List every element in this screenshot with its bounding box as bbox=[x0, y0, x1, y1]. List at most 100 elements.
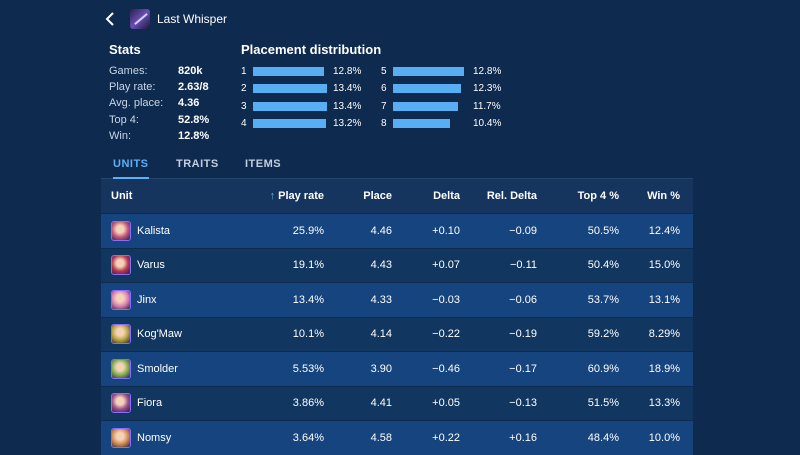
win-cell: 15.0% bbox=[648, 259, 680, 272]
placement-bar-track bbox=[393, 101, 467, 111]
rel-delta-cell: +0.16 bbox=[509, 431, 537, 444]
stat-value: 12.8% bbox=[178, 129, 210, 142]
column-header-play-rate[interactable]: ↑ Play rate bbox=[234, 190, 324, 202]
page-title: Last Whisper bbox=[157, 12, 228, 26]
stat-label: Play rate: bbox=[109, 81, 156, 94]
stat-value: 820k bbox=[178, 65, 203, 78]
unit-portrait-icon bbox=[111, 289, 131, 310]
distribution-row: 7 11.7% bbox=[381, 98, 521, 115]
column-header-win[interactable]: Win % bbox=[647, 190, 680, 202]
page-header: Last Whisper bbox=[100, 6, 227, 32]
placement-distribution: Placement distribution 1 12.8% 2 13.4% 3 13.4… bbox=[241, 42, 521, 132]
table-row[interactable]: Jinx 13.4% 4.33 −0.03 −0.06 53.7% 13.1% bbox=[101, 282, 693, 317]
placement-bar-track bbox=[393, 67, 467, 77]
table-row[interactable]: Fiora 3.86% 4.41 +0.05 −0.13 51.5% 13.3% bbox=[101, 385, 693, 420]
top4-cell: 53.7% bbox=[587, 293, 619, 306]
placement-bar-track bbox=[253, 119, 327, 129]
placement-bar bbox=[253, 67, 324, 77]
placement-number: 7 bbox=[381, 100, 387, 112]
column-header-rel-delta[interactable]: Rel. Delta bbox=[486, 190, 537, 202]
unit-name: Jinx bbox=[137, 293, 157, 306]
placement-percent: 12.8% bbox=[473, 66, 502, 78]
column-header-top4[interactable]: Top 4 % bbox=[577, 190, 619, 202]
play-rate-cell: 19.1% bbox=[292, 259, 324, 272]
rel-delta-cell: −0.09 bbox=[509, 224, 537, 237]
play-rate-cell: 5.53% bbox=[292, 362, 324, 375]
table-body: Kalista 25.9% 4.46 +0.10 −0.09 50.5% 12.4% Varu… bbox=[101, 213, 693, 455]
unit-name: Fiora bbox=[137, 397, 163, 410]
place-cell: 4.33 bbox=[370, 293, 392, 306]
distribution-row: 4 13.2% bbox=[241, 115, 381, 132]
tab-units[interactable]: UNITS bbox=[113, 151, 149, 179]
delta-cell: −0.03 bbox=[432, 293, 460, 306]
delta-cell: +0.22 bbox=[432, 431, 460, 444]
win-cell: 12.4% bbox=[648, 224, 680, 237]
unit-portrait-icon bbox=[111, 220, 131, 241]
unit-cell: Kog'Maw bbox=[101, 324, 234, 345]
placement-bar-track bbox=[253, 101, 327, 111]
stats-panel: Stats Games: 820k Play rate: 2.63/8 Avg.… bbox=[109, 42, 209, 144]
table-row[interactable]: Varus 19.1% 4.43 +0.07 −0.11 50.4% 15.0% bbox=[101, 247, 693, 282]
rel-delta-cell: −0.17 bbox=[509, 362, 537, 375]
place-cell: 4.41 bbox=[370, 397, 392, 410]
placement-percent: 10.4% bbox=[473, 118, 502, 130]
column-header-unit[interactable]: Unit bbox=[111, 190, 133, 202]
delta-cell: +0.05 bbox=[432, 397, 460, 410]
placement-number: 2 bbox=[241, 83, 247, 95]
placement-bar-track bbox=[253, 67, 327, 77]
placement-bar bbox=[393, 84, 461, 94]
distribution-row: 1 12.8% bbox=[241, 63, 381, 80]
table-header: Unit ↑ Play rate Place Delta Rel. Delta T… bbox=[101, 179, 693, 213]
top4-cell: 60.9% bbox=[587, 362, 619, 375]
placement-bar-track bbox=[253, 84, 327, 94]
top4-cell: 59.2% bbox=[587, 328, 619, 341]
placement-percent: 13.4% bbox=[333, 83, 362, 95]
top4-cell: 48.4% bbox=[587, 431, 619, 444]
stats-heading: Stats bbox=[109, 42, 141, 57]
placement-number: 1 bbox=[241, 66, 247, 78]
placement-number: 3 bbox=[241, 100, 247, 112]
unit-cell: Varus bbox=[101, 255, 234, 276]
unit-cell: Smolder bbox=[101, 358, 234, 379]
play-rate-cell: 25.9% bbox=[292, 224, 324, 237]
unit-name: Kog'Maw bbox=[137, 328, 182, 341]
table-row[interactable]: Smolder 5.53% 3.90 −0.46 −0.17 60.9% 18.9% bbox=[101, 351, 693, 386]
win-cell: 13.1% bbox=[648, 293, 680, 306]
place-cell: 4.14 bbox=[370, 328, 392, 341]
unit-name: Nomsy bbox=[137, 431, 172, 444]
unit-name: Kalista bbox=[137, 224, 171, 237]
sort-ascending-icon: ↑ bbox=[269, 190, 276, 202]
play-rate-cell: 3.64% bbox=[292, 431, 324, 444]
tab-traits[interactable]: TRAITS bbox=[176, 158, 219, 170]
win-cell: 18.9% bbox=[648, 362, 680, 375]
distribution-row: 6 12.3% bbox=[381, 80, 521, 97]
tab-items[interactable]: ITEMS bbox=[245, 158, 282, 170]
table-row[interactable]: Kalista 25.9% 4.46 +0.10 −0.09 50.5% 12.4% bbox=[101, 213, 693, 248]
stat-row: Avg. place: 4.36 bbox=[109, 95, 209, 111]
column-header-place[interactable]: Place bbox=[363, 190, 392, 202]
table-row[interactable]: Nomsy 3.64% 4.58 +0.22 +0.16 48.4% 10.0% bbox=[101, 420, 693, 455]
rel-delta-cell: −0.19 bbox=[509, 328, 537, 341]
win-cell: 8.29% bbox=[648, 328, 680, 341]
stat-row: Top 4: 52.8% bbox=[109, 112, 209, 128]
table-row[interactable]: Kog'Maw 10.1% 4.14 −0.22 −0.19 59.2% 8.29% bbox=[101, 316, 693, 351]
play-rate-cell: 3.86% bbox=[292, 397, 324, 410]
delta-cell: +0.07 bbox=[432, 259, 460, 272]
top4-cell: 50.5% bbox=[587, 224, 619, 237]
stat-row: Play rate: 2.63/8 bbox=[109, 79, 209, 95]
unit-cell: Fiora bbox=[101, 393, 234, 414]
last-whisper-item-icon bbox=[130, 9, 150, 29]
place-cell: 3.90 bbox=[370, 362, 392, 375]
column-header-delta[interactable]: Delta bbox=[433, 190, 460, 202]
top4-cell: 50.4% bbox=[587, 259, 619, 272]
place-cell: 4.43 bbox=[370, 259, 392, 272]
distribution-row: 3 13.4% bbox=[241, 98, 381, 115]
placement-percent: 12.8% bbox=[333, 66, 362, 78]
distribution-row: 2 13.4% bbox=[241, 80, 381, 97]
stat-row: Win: 12.8% bbox=[109, 128, 209, 144]
back-button[interactable] bbox=[100, 9, 120, 29]
top4-cell: 51.5% bbox=[587, 397, 619, 410]
stat-row: Games: 820k bbox=[109, 63, 209, 79]
unit-portrait-icon bbox=[111, 255, 131, 276]
unit-cell: Kalista bbox=[101, 220, 234, 241]
